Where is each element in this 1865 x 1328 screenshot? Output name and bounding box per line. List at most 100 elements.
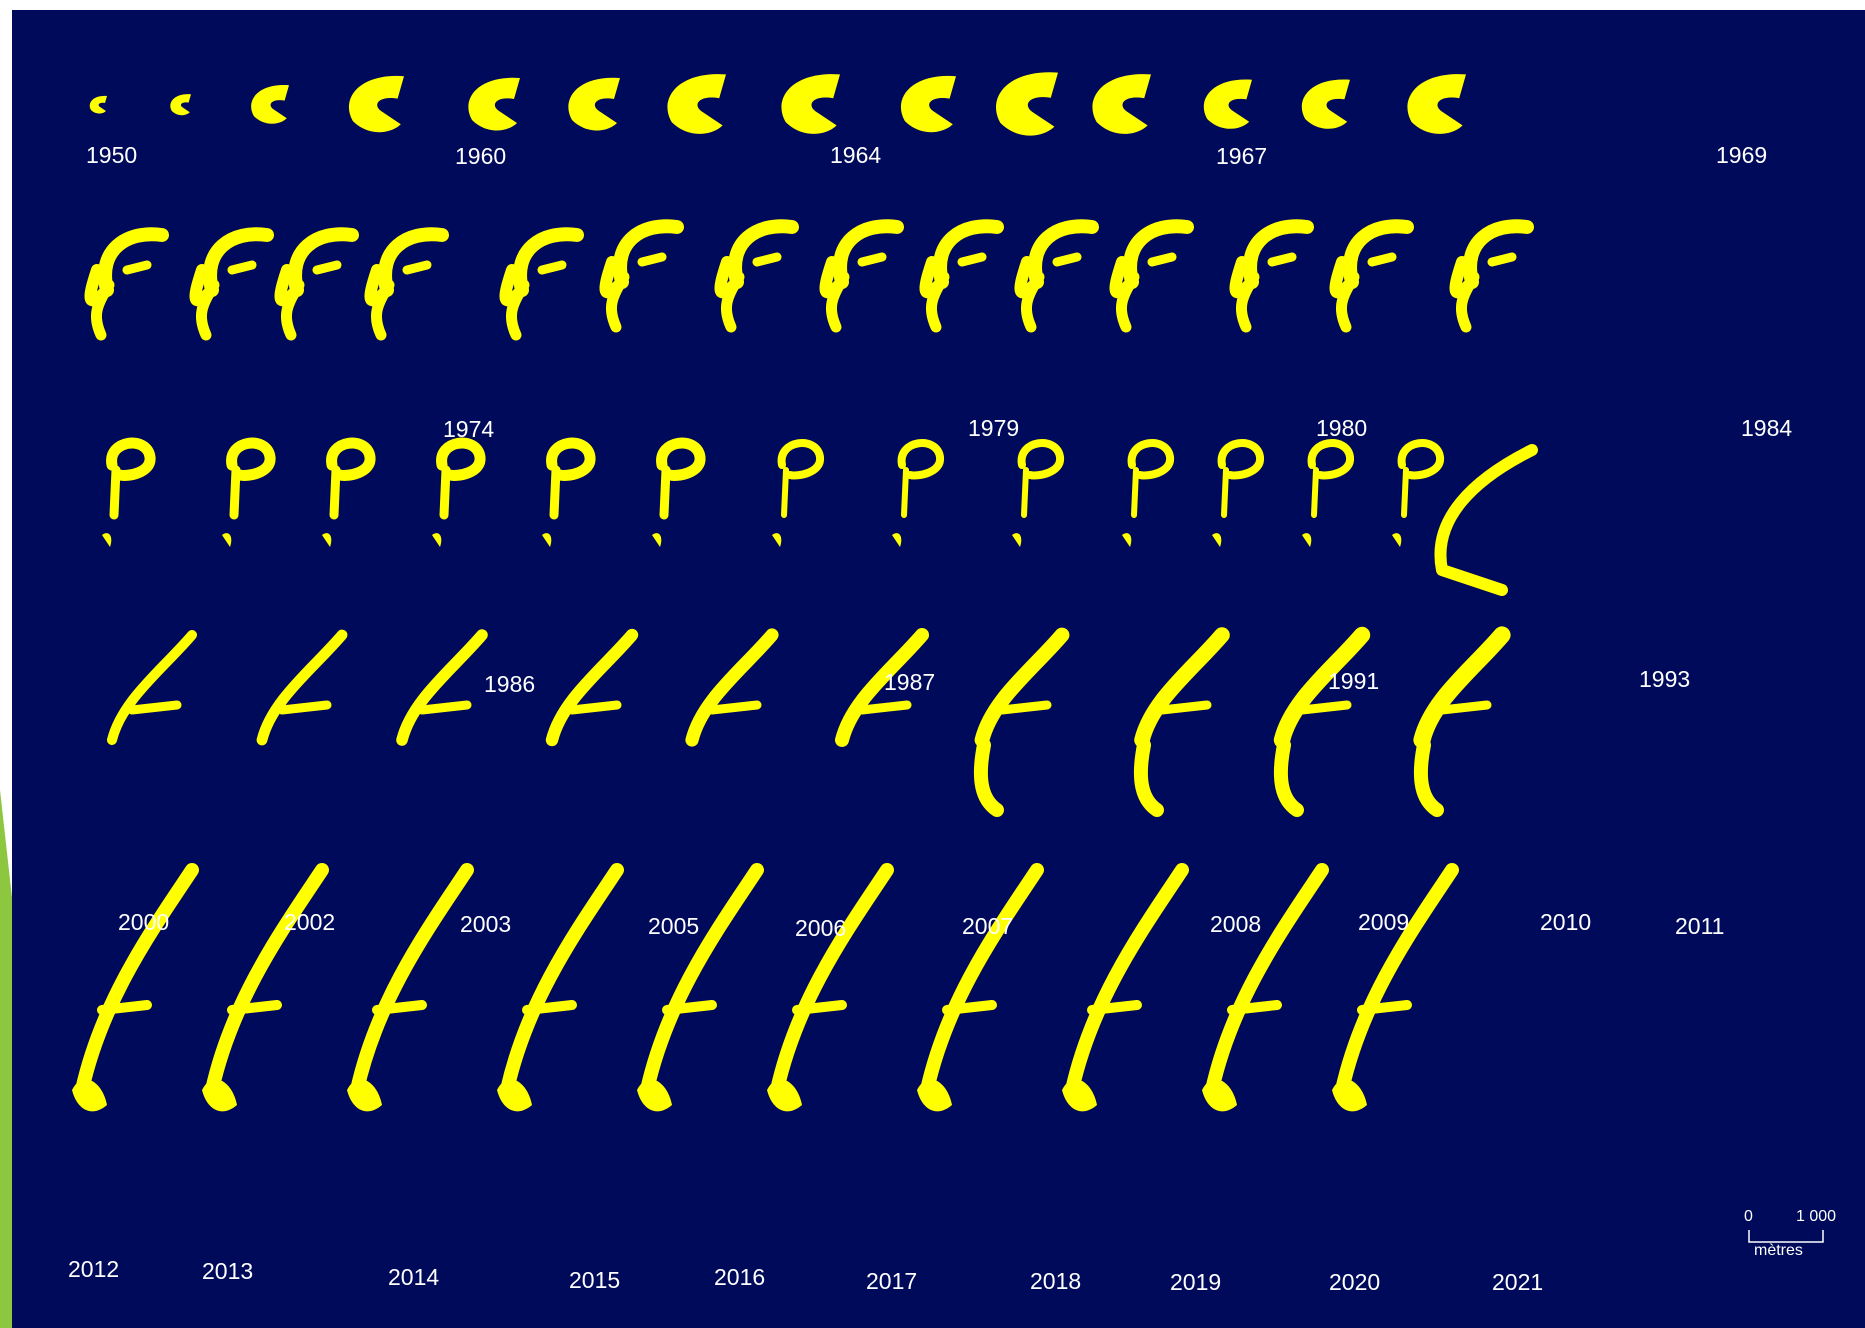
island-arm-155	[1065, 863, 1189, 1097]
island-arm-94	[1017, 439, 1064, 480]
year-label-2017: 2017	[866, 1268, 918, 1294]
island-arm-119	[707, 700, 762, 715]
island-arm-162	[1357, 1000, 1412, 1015]
island-blob-3	[348, 75, 404, 133]
island-arm-131	[1413, 626, 1511, 749]
island-arm-74	[229, 465, 241, 520]
island-arm-56	[1115, 271, 1140, 333]
year-label-2011: 2011	[1675, 913, 1725, 939]
year-label-1960: 1960	[455, 143, 507, 169]
year-label-2005: 2005	[648, 913, 700, 939]
island-blob-157	[1062, 1079, 1097, 1112]
year-label-2012: 2012	[68, 1256, 120, 1282]
island-arm-147	[662, 1000, 717, 1015]
island-arm-124	[973, 738, 1004, 817]
island-arm-118	[685, 628, 779, 747]
island-arm-156	[1087, 1000, 1142, 1015]
island-arm-26	[378, 227, 449, 297]
island-arm-79	[436, 437, 486, 481]
island-arm-21	[227, 260, 257, 275]
island-blob-13	[1407, 74, 1466, 134]
island-blob-12	[1301, 79, 1350, 129]
island-arm-20	[195, 279, 220, 341]
year-label-2014: 2014	[388, 1264, 440, 1290]
year-label-2007: 2007	[962, 913, 1014, 939]
island-arm-100	[1217, 439, 1264, 480]
island-arm-126	[1157, 700, 1212, 715]
island-blob-8	[900, 75, 956, 133]
island-blob-145	[497, 1079, 532, 1112]
island-arm-58	[1243, 219, 1314, 289]
year-label-1993: 1993	[1639, 666, 1691, 692]
year-label-2008: 2008	[1210, 911, 1262, 937]
island-blob-10	[1092, 74, 1151, 134]
island-blob-6	[667, 74, 726, 134]
island-blob-90	[772, 533, 782, 547]
island-arm-28	[370, 279, 395, 341]
island-arm-127	[1133, 738, 1164, 817]
island-arm-134	[75, 863, 199, 1097]
island-arm-112	[256, 629, 348, 746]
island-arm-50	[1028, 219, 1099, 289]
island-arm-144	[522, 1000, 577, 1015]
island-arm-16	[90, 279, 115, 341]
island-blob-7	[781, 74, 840, 134]
island-arm-49	[957, 252, 987, 267]
year-label-2000: 2000	[118, 909, 170, 935]
scale-end: 1 000	[1796, 1208, 1837, 1225]
island-arm-22	[288, 227, 359, 297]
island-arm-91	[897, 439, 944, 480]
island-blob-108	[1392, 533, 1402, 547]
island-arm-29	[402, 260, 432, 275]
island-arm-48	[925, 271, 950, 333]
island-blob-93	[892, 533, 902, 547]
island-arm-152	[920, 863, 1044, 1097]
year-label-1967: 1967	[1216, 143, 1268, 169]
island-arm-159	[1227, 1000, 1282, 1015]
island-arm-77	[329, 465, 341, 520]
island-blob-160	[1202, 1079, 1237, 1112]
year-label-2015: 2015	[569, 1267, 621, 1293]
island-arm-121	[857, 700, 912, 715]
island-arm-41	[752, 252, 782, 267]
scale-unit: mètres	[1754, 1242, 1803, 1259]
island-blob-78	[322, 533, 332, 547]
island-arm-80	[439, 465, 451, 520]
island-arm-150	[792, 1000, 847, 1015]
island-arm-54	[1123, 219, 1194, 289]
year-label-2009: 2009	[1358, 909, 1410, 935]
island-blob-87	[652, 533, 662, 547]
island-blob-136	[72, 1079, 107, 1112]
island-blob-11	[1203, 79, 1252, 129]
island-blob-9	[996, 72, 1058, 136]
map-panel: 1950 1960 1964 1967 1969 1974 1979 1980 …	[12, 10, 1865, 1328]
island-arm-133	[1413, 738, 1444, 817]
island-arm-14	[98, 227, 169, 297]
year-label-2018: 2018	[1030, 1268, 1082, 1294]
island-arm-82	[546, 437, 596, 481]
island-blob-0	[89, 95, 107, 114]
year-label-1987: 1987	[884, 669, 936, 695]
island-arm-146	[640, 863, 764, 1097]
island-arm-45	[857, 252, 887, 267]
year-label-2021: 2021	[1492, 1269, 1544, 1295]
year-label-2019: 2019	[1170, 1269, 1222, 1295]
island-arm-76	[326, 437, 376, 481]
island-arm-116	[545, 628, 639, 747]
scale-start: 0	[1744, 1208, 1753, 1225]
island-blob-2	[251, 85, 289, 124]
island-blob-81	[432, 533, 442, 547]
island-arm-40	[720, 271, 745, 333]
island-arm-70	[106, 437, 156, 481]
year-label-2003: 2003	[460, 911, 512, 937]
island-blob-154	[917, 1079, 952, 1112]
island-arm-123	[997, 700, 1052, 715]
island-blob-142	[347, 1079, 382, 1112]
island-arm-89	[781, 467, 789, 518]
island-arm-161	[1335, 863, 1459, 1097]
island-arm-97	[1127, 439, 1174, 480]
island-arm-103	[1307, 439, 1354, 480]
scale-line	[1748, 1230, 1824, 1243]
island-arm-25	[312, 260, 342, 275]
island-arm-38	[728, 219, 799, 289]
